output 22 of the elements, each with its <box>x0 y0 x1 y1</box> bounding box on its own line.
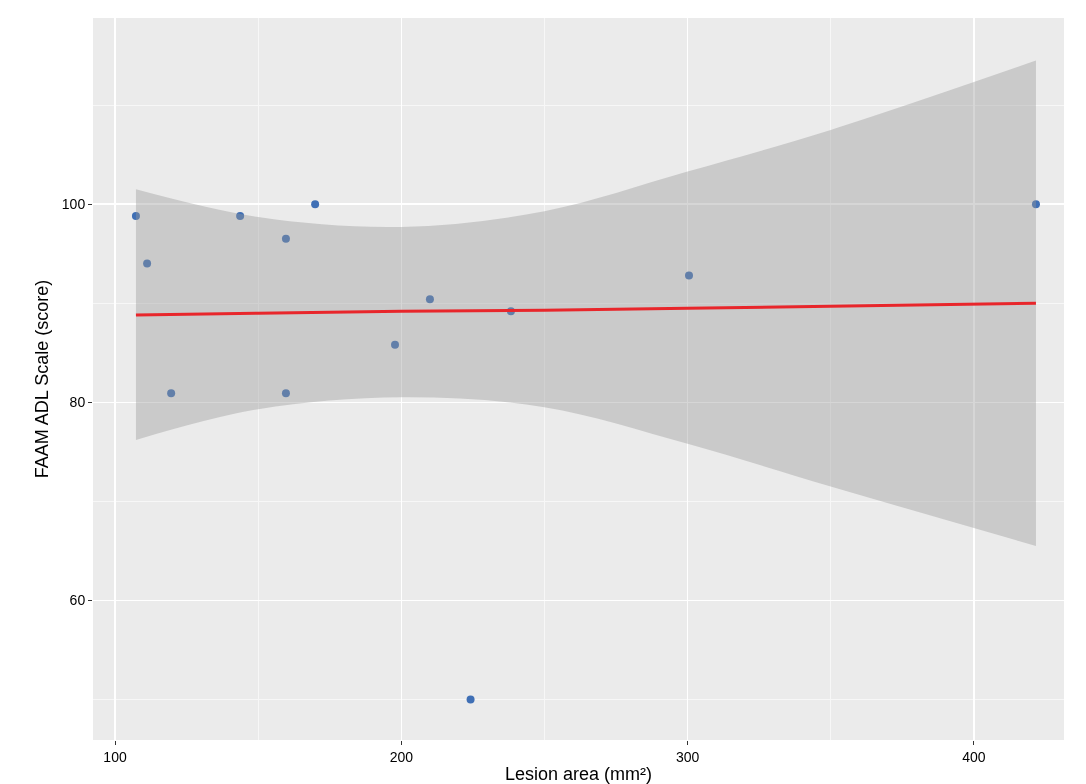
y-axis-title: FAAM ADL Scale (score) <box>32 279 53 479</box>
line-series <box>134 301 1038 317</box>
point <box>391 340 400 349</box>
point <box>131 212 140 221</box>
point <box>143 259 152 268</box>
point <box>311 200 320 209</box>
point <box>466 695 475 704</box>
point <box>236 212 245 221</box>
point <box>281 389 290 398</box>
x-axis-title: Lesion area (mm²) <box>504 764 653 784</box>
point <box>425 295 434 304</box>
x-tick-label: 100 <box>103 748 127 765</box>
x-tick-label: 300 <box>675 748 700 765</box>
y-tick-label: 60 <box>69 592 86 609</box>
y-tick-label: 80 <box>69 394 86 411</box>
point <box>281 234 290 243</box>
x-tick-label: 400 <box>962 748 986 765</box>
point <box>1031 200 1040 209</box>
point <box>167 389 176 398</box>
x-tick-label: 200 <box>389 748 414 765</box>
point <box>685 271 693 280</box>
y-tick-label: 100 <box>61 196 86 213</box>
